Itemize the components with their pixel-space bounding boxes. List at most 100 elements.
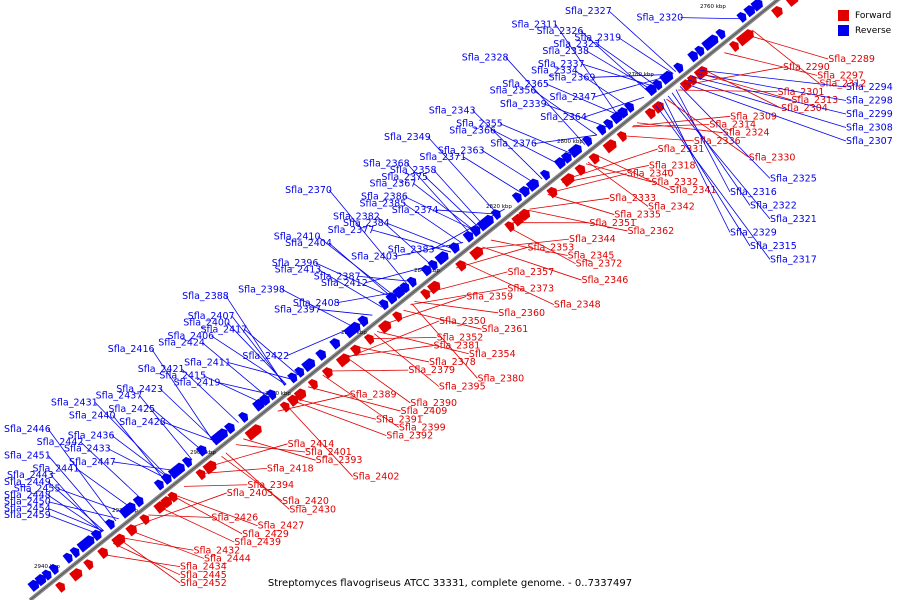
legend-item-reverse: Reverse [838, 23, 891, 38]
reverse-gene-label: Sfla_2320 [636, 13, 683, 24]
scale-tick-label: 2800 kbp [557, 139, 583, 145]
reverse-gene-glyph [694, 45, 705, 57]
reverse-gene-label: Sfla_2329 [730, 228, 777, 239]
forward-gene-label: Sfla_2362 [627, 226, 674, 237]
forward-gene-glyph [742, 29, 754, 41]
reverse-gene-label: Sfla_2416 [108, 344, 155, 355]
forward-gene-glyph [616, 131, 627, 143]
forward-gene-label: Sfla_2332 [651, 177, 698, 188]
reverse-gene-glyph [750, 0, 763, 12]
reverse-gene-glyph [406, 276, 417, 288]
reverse-leader-line [217, 381, 273, 396]
reverse-leader-line [152, 408, 204, 452]
forward-leader-line [463, 261, 555, 305]
reverse-gene-glyph [224, 422, 235, 435]
reverse-leader-line [472, 110, 543, 180]
forward-gene-glyph [363, 333, 375, 345]
reverse-gene-label: Sfla_2412 [321, 278, 368, 289]
forward-gene-glyph [279, 401, 290, 413]
reverse-gene-label: Sfla_2325 [770, 174, 817, 185]
reverse-leader-line [403, 202, 463, 244]
reverse-leader-line [162, 421, 216, 442]
reverse-leader-line [592, 73, 673, 78]
forward-leader-line [345, 356, 411, 404]
reverse-gene-label: Sfla_2356 [490, 86, 537, 97]
reverse-leader-line [151, 348, 215, 443]
forward-leader-line [173, 494, 258, 527]
forward-leader-line [547, 194, 615, 215]
reverse-gene-glyph [743, 5, 756, 18]
reverse-leader-line [687, 79, 847, 128]
forward-leader-line [585, 163, 652, 183]
forward-gene-label: Sfla_2399 [399, 422, 446, 433]
reverse-leader-line [371, 229, 452, 253]
reverse-gene-label: Sfla_2447 [69, 457, 116, 468]
forward-gene-label: Sfla_2405 [227, 488, 274, 499]
forward-gene-label: Sfla_2331 [658, 144, 705, 155]
reverse-gene-label: Sfla_2436 [68, 430, 115, 441]
forward-leader-line [172, 495, 243, 535]
forward-leader-line [387, 296, 467, 324]
reverse-gene-glyph [483, 214, 494, 226]
forward-gene-label: Sfla_2401 [305, 447, 352, 458]
reverse-gene-label: Sfla_2370 [285, 185, 332, 196]
forward-gene-glyph [160, 496, 173, 509]
reverse-gene-label: Sfla_2403 [351, 251, 398, 262]
reverse-leader-line [328, 242, 394, 299]
forward-gene-label: Sfla_2393 [316, 455, 363, 466]
reverse-leader-line [111, 435, 170, 479]
reverse-leader-line [675, 89, 731, 193]
forward-leader-line [199, 467, 267, 475]
forward-gene-label: Sfla_2348 [554, 300, 601, 311]
reverse-gene-label: Sfla_2374 [392, 205, 439, 216]
reverse-gene-label: Sfla_2454 [4, 503, 51, 514]
forward-gene-label: Sfla_2420 [282, 496, 329, 507]
forward-gene-label: Sfla_2390 [410, 398, 457, 409]
reverse-gene-label: Sfla_2311 [511, 19, 558, 30]
reverse-gene-label: Sfla_2406 [167, 331, 214, 342]
reverse-gene-glyph [525, 178, 540, 192]
forward-gene-glyph [321, 367, 333, 379]
forward-gene-label: Sfla_2361 [482, 324, 529, 335]
forward-leader-line [374, 333, 440, 387]
forward-leader-line [322, 374, 400, 428]
forward-leader-line [403, 309, 482, 330]
forward-gene-glyph [546, 186, 558, 199]
reverse-gene-label: Sfla_2443 [7, 470, 54, 481]
forward-gene-glyph [644, 107, 656, 120]
reverse-gene-label: Sfla_2322 [750, 201, 797, 212]
reverse-leader-line [679, 86, 771, 179]
reverse-leader-line [203, 375, 263, 404]
forward-gene-glyph [602, 139, 617, 154]
reverse-gene-label: Sfla_2419 [174, 377, 221, 388]
reverse-leader-line [425, 176, 481, 229]
forward-leader-line [345, 345, 434, 357]
reverse-gene-label: Sfla_2327 [565, 6, 612, 17]
reverse-gene-label: Sfla_2355 [456, 119, 503, 130]
forward-gene-glyph [455, 260, 467, 272]
reverse-gene-glyph [560, 152, 572, 164]
reverse-leader-line [139, 395, 193, 461]
reverse-leader-line [76, 468, 132, 509]
reverse-gene-glyph [652, 79, 663, 91]
reverse-leader-line [318, 309, 373, 316]
reverse-gene-glyph [357, 315, 369, 328]
forward-leader-line [746, 34, 829, 60]
reverse-gene-label: Sfla_2343 [429, 105, 476, 116]
forward-leader-line [636, 122, 723, 134]
reverse-leader-line [655, 105, 771, 260]
reverse-gene-glyph [104, 518, 115, 530]
forward-leader-line [367, 336, 437, 340]
reverse-gene-glyph [715, 28, 726, 40]
reverse-gene-label: Sfla_2321 [770, 214, 817, 225]
forward-gene-label: Sfla_2335 [614, 210, 661, 221]
forward-gene-glyph [307, 379, 318, 390]
reverse-leader-line [47, 481, 104, 532]
reverse-leader-line [47, 507, 104, 532]
backbone-core [29, 0, 779, 600]
forward-gene-label: Sfla_2297 [817, 70, 864, 81]
reverse-gene-label: Sfla_2407 [188, 311, 235, 322]
genome-caption: Streptomyces flavogriseus ATCC 33331, co… [267, 578, 633, 589]
forward-leader-line [225, 452, 290, 510]
